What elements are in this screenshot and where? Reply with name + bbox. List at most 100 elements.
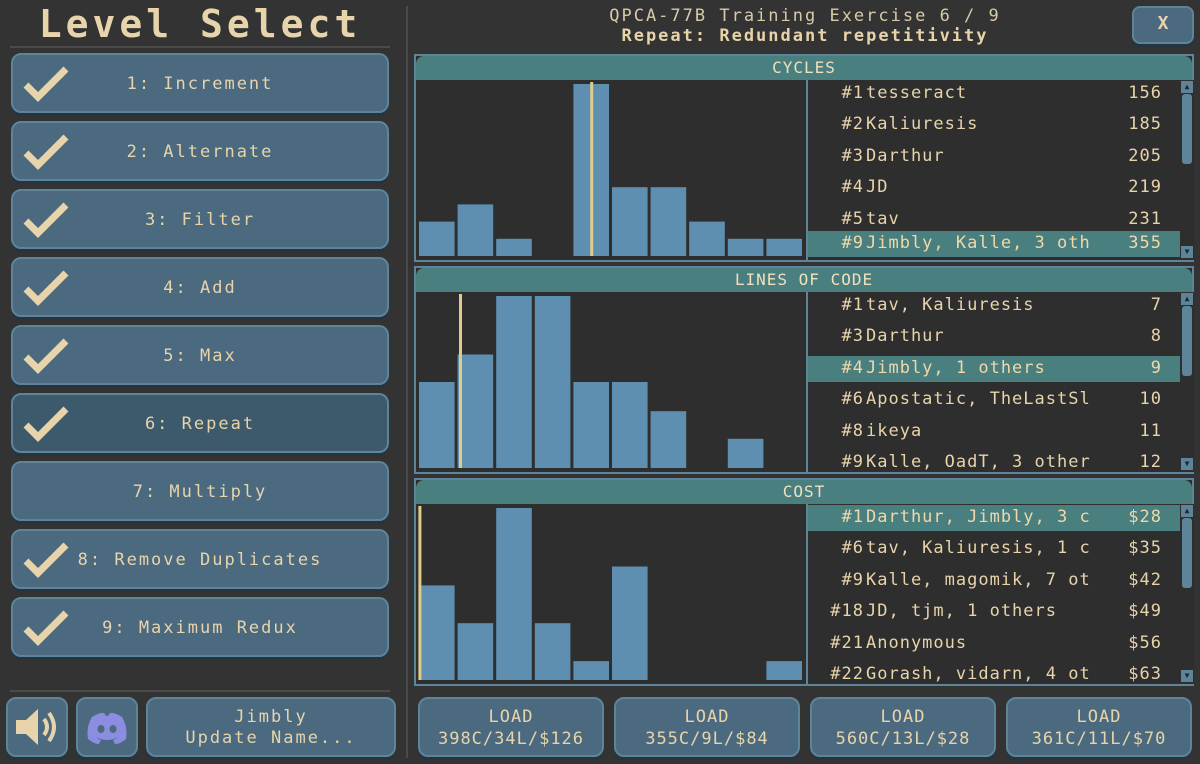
level-select-title: Level Select <box>38 2 362 46</box>
checkmark-icon <box>23 270 69 306</box>
scroll-down-icon[interactable]: ▼ <box>1181 246 1193 258</box>
load-solution-button-1[interactable]: LOAD 398C/34L/$126 <box>418 697 604 757</box>
row-rank: #9 <box>841 233 864 253</box>
leaderboard-row: #5 tav 231 <box>808 207 1180 233</box>
scrollbar[interactable]: ▲ ▼ <box>1180 292 1194 472</box>
leaderboard-row: #21 Anonymous $56 <box>808 631 1180 657</box>
update-name-button[interactable]: Jimbly Update Name... <box>146 697 396 757</box>
update-name-label: Update Name... <box>185 728 357 748</box>
histogram-bar <box>650 187 687 256</box>
level-label: 6: Repeat <box>144 414 256 434</box>
histogram-bar <box>573 382 609 468</box>
level-button-1[interactable]: 1: Increment <box>11 53 389 113</box>
row-score: 9 <box>1150 357 1162 378</box>
level-button-2[interactable]: 2: Alternate <box>11 121 389 181</box>
row-score: 8 <box>1150 326 1162 347</box>
leaderboard-row: #2 Kaliuresis 185 <box>808 112 1180 138</box>
histogram-bar <box>534 623 571 680</box>
load-solution-button-2[interactable]: LOAD 355C/9L/$84 <box>614 697 800 757</box>
histogram-bar <box>419 382 455 468</box>
leaderboard-row: #9 Kalle, OadT, 3 other 12 <box>808 450 1180 472</box>
scroll-up-icon[interactable]: ▲ <box>1181 81 1193 93</box>
level-button-5[interactable]: 5: Max <box>11 325 389 385</box>
load-label: LOAD <box>880 707 926 727</box>
row-names: ikeya <box>866 420 923 441</box>
row-names: JD <box>866 177 889 198</box>
row-score: 12 <box>1139 452 1162 472</box>
leaderboard-list[interactable]: #1 Darthur, Jimbly, 3 c $28 #6 tav, Kaliures… <box>808 504 1180 684</box>
row-rank: #4 <box>841 357 864 378</box>
checkmark-icon <box>23 406 69 442</box>
row-score: 355 <box>1128 233 1162 253</box>
scroll-thumb[interactable] <box>1182 94 1192 164</box>
row-score: 219 <box>1128 177 1162 198</box>
close-button[interactable]: X <box>1132 6 1194 44</box>
speaker-icon <box>16 709 56 745</box>
histogram <box>418 506 802 680</box>
player-score-marker <box>459 294 462 468</box>
row-score: 185 <box>1128 114 1162 135</box>
scroll-down-icon[interactable]: ▼ <box>1181 458 1193 470</box>
row-names: Kaliuresis <box>866 114 979 135</box>
sound-button[interactable] <box>6 697 68 757</box>
discord-icon <box>87 712 127 744</box>
load-solution-button-3[interactable]: LOAD 560C/13L/$28 <box>810 697 996 757</box>
row-names: Darthur, Jimbly, 3 c <box>866 507 1091 527</box>
scroll-down-icon[interactable]: ▼ <box>1181 670 1193 682</box>
histogram-bar <box>457 204 494 256</box>
histogram-bar <box>612 187 648 256</box>
row-score: $42 <box>1128 569 1162 590</box>
level-label: 1: Increment <box>126 74 274 94</box>
row-score: $49 <box>1128 601 1162 622</box>
row-rank: #8 <box>841 420 864 441</box>
row-score: $28 <box>1128 507 1162 527</box>
load-solution-button-4[interactable]: LOAD 361C/11L/$70 <box>1006 697 1192 757</box>
scroll-up-icon[interactable]: ▲ <box>1181 293 1193 305</box>
leaderboard-list[interactable]: #1 tav, Kaliuresis 7 #3 Darthur 8 #4 Jimbly, 1 … <box>808 292 1180 472</box>
histogram-bar <box>496 508 532 680</box>
level-button-7[interactable]: 7: Multiply <box>11 461 389 521</box>
leaderboard-row: #9 Jimbly, Kalle, 3 oth 355 <box>808 231 1180 257</box>
exercise-title: QPCA-77B Training Exercise 6 / 9 <box>609 6 1001 26</box>
row-names: Jimbly, Kalle, 3 oth <box>866 233 1091 253</box>
stats-panel-cycles: CYCLES #1 tesseract 156 #2 Kaliuresis 185 #3 Dar… <box>414 54 1194 262</box>
panel-divider <box>406 6 408 758</box>
row-names: Jimbly, 1 others <box>866 357 1046 378</box>
scrollbar[interactable]: ▲ ▼ <box>1180 80 1194 260</box>
discord-button[interactable] <box>76 697 138 757</box>
player-score-marker <box>590 82 594 256</box>
scroll-thumb[interactable] <box>1182 518 1192 588</box>
scroll-thumb[interactable] <box>1182 306 1192 376</box>
row-names: Gorash, vidarn, 4 ot <box>866 664 1091 684</box>
row-rank: #9 <box>841 452 864 472</box>
panel-separator <box>806 504 808 684</box>
level-label: 2: Alternate <box>126 142 274 162</box>
histogram-bar <box>612 566 648 680</box>
row-score: $35 <box>1128 538 1162 559</box>
leaderboard-list[interactable]: #1 tesseract 156 #2 Kaliuresis 185 #3 Darthur 20… <box>808 80 1180 260</box>
panel-title: LINES OF CODE <box>416 268 1192 292</box>
scroll-up-icon[interactable]: ▲ <box>1181 505 1193 517</box>
level-button-6[interactable]: 6: Repeat <box>11 393 389 453</box>
scrollbar[interactable]: ▲ ▼ <box>1180 504 1194 684</box>
histogram-bar <box>727 238 764 256</box>
level-button-3[interactable]: 3: Filter <box>11 189 389 249</box>
checkmark-icon <box>23 338 69 374</box>
load-stats: 361C/11L/$70 <box>1031 729 1167 749</box>
checkmark-icon <box>23 202 69 238</box>
row-rank: #3 <box>841 326 864 347</box>
row-names: Darthur <box>866 326 945 347</box>
stats-panel-lines-of-code: LINES OF CODE #1 tav, Kaliuresis 7 #3 Darthur… <box>414 266 1194 474</box>
player-score-marker <box>418 506 422 680</box>
level-button-4[interactable]: 4: Add <box>11 257 389 317</box>
row-score: 231 <box>1128 208 1162 229</box>
row-rank: #9 <box>841 569 864 590</box>
level-label: 5: Max <box>163 346 237 366</box>
checkmark-icon <box>23 134 69 170</box>
level-button-9[interactable]: 9: Maximum Redux <box>11 597 389 657</box>
level-button-8[interactable]: 8: Remove Duplicates <box>11 529 389 589</box>
load-label: LOAD <box>488 707 534 727</box>
row-rank: #21 <box>830 632 864 653</box>
row-rank: #6 <box>841 538 864 559</box>
row-rank: #6 <box>841 389 864 410</box>
